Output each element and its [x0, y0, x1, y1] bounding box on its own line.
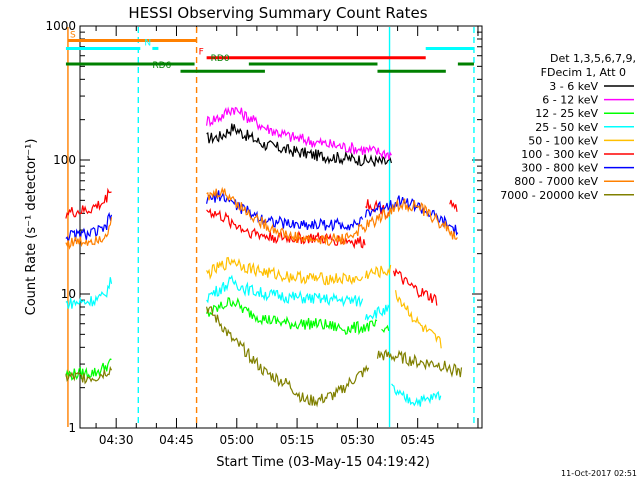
legend-label: 25 - 50 keV	[535, 121, 598, 134]
series-trace	[65, 187, 112, 219]
y-axis-label: Count Rate (s⁻¹ detector⁻¹)	[24, 139, 39, 316]
series-trace	[393, 267, 438, 306]
legend-header-1: Det 1,3,5,6,7,9,	[550, 52, 636, 65]
state-flag-label: RD6	[152, 61, 171, 71]
series-trace	[381, 324, 390, 334]
series-trace	[449, 199, 458, 212]
state-flag-label: F	[199, 48, 204, 58]
series-trace	[206, 123, 392, 167]
state-flag-label: RD0	[211, 54, 230, 64]
y-tick-label: 100	[53, 153, 76, 167]
legend: Det 1,3,5,6,7,9,FDecim 1, Att 03 - 6 keV…	[500, 52, 636, 202]
series-6	[65, 190, 459, 244]
series-trace	[206, 106, 392, 160]
series-trace	[364, 264, 392, 279]
series-trace	[395, 290, 442, 349]
series-trace	[206, 190, 364, 232]
series-trace	[65, 277, 113, 309]
series-3	[65, 274, 442, 407]
legend-label: 300 - 800 keV	[521, 162, 598, 175]
state-flag-label: S	[70, 30, 76, 40]
chart-title: HESSI Observing Summary Count Rates	[128, 4, 427, 22]
series-4	[206, 256, 442, 349]
legend-label: 100 - 300 keV	[521, 148, 598, 161]
x-tick-label: 05:30	[340, 433, 375, 447]
series-trace	[206, 306, 370, 408]
series-2	[65, 297, 390, 381]
plot-area: 110100100004:3004:4505:0005:1505:3005:45…	[45, 19, 483, 447]
x-tick-label: 05:15	[280, 433, 315, 447]
series-5	[65, 187, 458, 306]
series-0	[206, 123, 392, 167]
legend-label: 6 - 12 keV	[542, 94, 598, 107]
series-trace	[65, 217, 113, 250]
legend-header-2: FDecim 1, Att 0	[541, 66, 626, 79]
x-tick-label: 04:45	[159, 433, 194, 447]
series-trace	[65, 211, 113, 244]
series-trace	[206, 256, 364, 286]
series-trace	[206, 207, 366, 250]
series-trace	[65, 358, 112, 381]
x-tick-label: 05:45	[400, 433, 435, 447]
legend-label: 800 - 7000 keV	[514, 175, 598, 188]
series-trace	[206, 297, 378, 336]
series-trace	[364, 304, 390, 322]
state-flag-label: N	[144, 38, 151, 48]
x-tick-label: 05:00	[219, 433, 254, 447]
x-axis-label: Start Time (03-May-15 04:19:42)	[216, 455, 430, 470]
series-7	[65, 186, 458, 250]
legend-label: 50 - 100 keV	[528, 134, 598, 147]
footer-timestamp: 11-Oct-2017 02:51	[561, 469, 637, 478]
series-trace	[364, 195, 459, 236]
axes-frame	[79, 25, 483, 429]
series-trace	[65, 365, 113, 385]
series-trace	[391, 383, 442, 407]
y-tick-label: 1	[68, 421, 76, 435]
series-trace	[206, 274, 364, 308]
legend-label: 12 - 25 keV	[535, 107, 598, 120]
series-trace	[206, 186, 458, 247]
series-8	[65, 306, 463, 408]
x-tick-label: 04:30	[99, 433, 134, 447]
series-1	[206, 106, 392, 160]
legend-label: 7000 - 20000 keV	[500, 189, 598, 202]
legend-label: 3 - 6 keV	[549, 80, 598, 93]
series-trace	[376, 349, 463, 378]
